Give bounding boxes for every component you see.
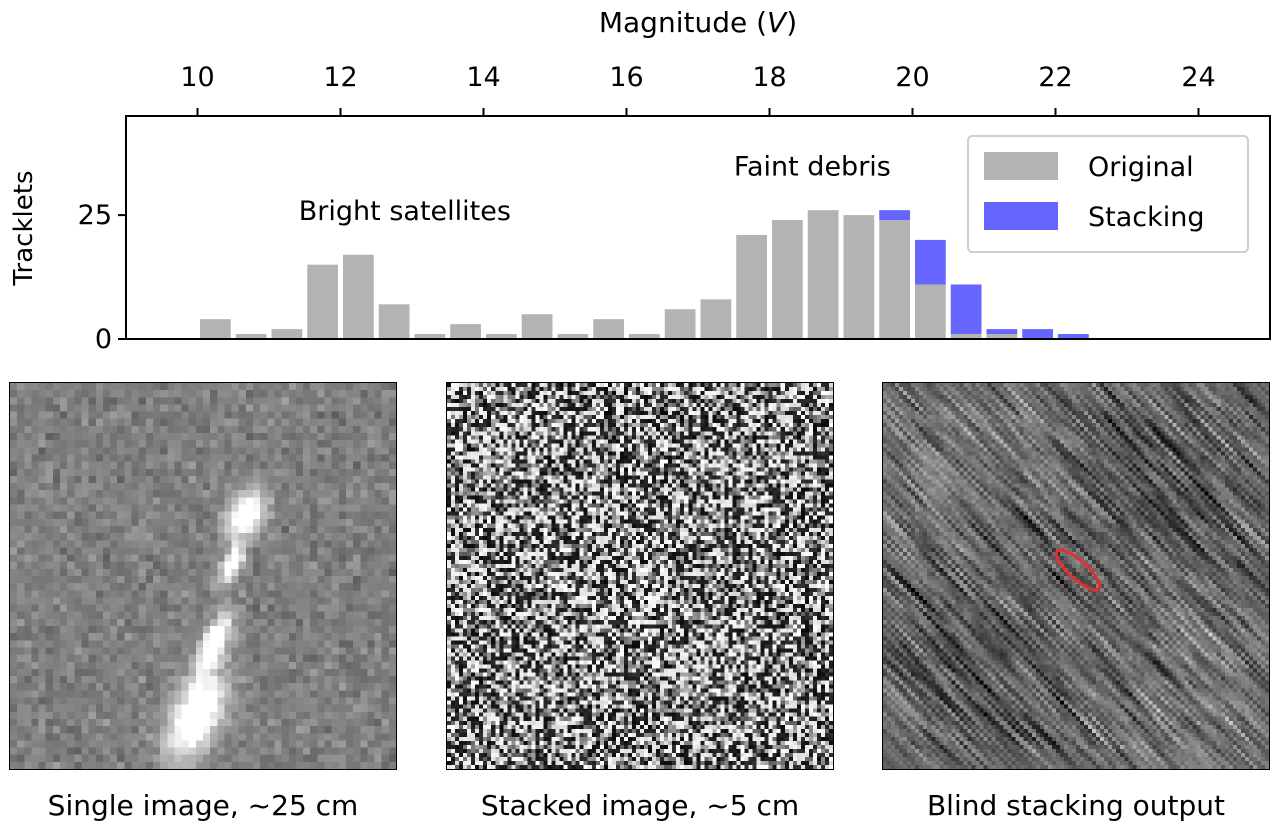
annotation-label: Faint debris <box>734 151 891 182</box>
bar-original <box>986 334 1018 339</box>
bar-original <box>593 319 624 339</box>
bar-original <box>307 264 338 339</box>
bar-original <box>700 299 732 339</box>
blind-stacking-caption: Blind stacking output <box>926 789 1226 822</box>
plot-frame <box>125 115 1271 340</box>
annotation-label: Bright satellites <box>299 196 511 227</box>
legend-label: Stacking <box>1088 202 1205 233</box>
legend-swatch <box>984 152 1058 180</box>
bars-original <box>200 210 1018 339</box>
bar-original <box>235 334 267 339</box>
bar-stacking <box>950 284 982 335</box>
chart-annotations: Bright satellites Faint debris <box>299 151 891 227</box>
bar-original <box>486 334 517 339</box>
x-tick-label: 22 <box>1038 62 1072 93</box>
legend-label: Original <box>1088 152 1194 183</box>
bar-original <box>343 254 374 339</box>
bar-stacking <box>1058 334 1089 339</box>
y-tick-label: 0 <box>95 324 112 355</box>
bar-original <box>378 304 410 339</box>
x-tick-label: 18 <box>752 62 786 93</box>
stacked-image-panel <box>446 382 834 770</box>
bar-original <box>521 314 553 339</box>
bar-original <box>557 334 589 339</box>
x-tick-label: 14 <box>466 62 500 93</box>
x-axis-label: Magnitude (V) <box>599 6 797 39</box>
chart-legend: Original Stacking <box>967 135 1249 253</box>
single-image-caption: Single image, ~25 cm <box>47 789 359 822</box>
magnitude-histogram: 10 12 14 16 18 20 22 24 0 25 Magnitude (V) Track… <box>9 6 1271 355</box>
bar-original <box>629 334 660 339</box>
bar-original <box>879 220 910 339</box>
blind-stacking-panel <box>882 382 1270 770</box>
y-tick-label: 25 <box>78 200 112 231</box>
bar-original <box>200 319 231 339</box>
bar-stacking <box>915 239 946 285</box>
single-image-panel <box>9 382 397 770</box>
bar-original <box>807 210 839 339</box>
x-axis-ticks: 10 12 14 16 18 20 22 24 <box>180 62 1216 116</box>
bar-original <box>736 234 767 339</box>
y-axis-ticks: 0 25 <box>78 200 126 355</box>
stacked-image-caption: Stacked image, ~5 cm <box>480 789 800 822</box>
bar-original <box>414 334 446 339</box>
bar-stacking <box>1022 329 1053 339</box>
bar-original <box>664 309 696 339</box>
y-axis-label: Tracklets <box>9 171 39 287</box>
x-tick-label: 24 <box>1181 62 1215 93</box>
x-tick-label: 10 <box>180 62 214 93</box>
bar-original <box>772 220 803 339</box>
bar-original <box>450 324 481 339</box>
bar-original <box>950 334 982 339</box>
bar-stacking <box>986 329 1018 335</box>
x-tick-label: 20 <box>895 62 929 93</box>
bar-stacking <box>879 210 910 221</box>
bar-original <box>915 284 946 339</box>
x-tick-label: 16 <box>609 62 643 93</box>
bars-stacking <box>879 210 1089 339</box>
x-tick-label: 12 <box>323 62 357 93</box>
legend-swatch <box>984 202 1058 230</box>
bar-original <box>271 329 303 339</box>
bar-original <box>843 215 875 339</box>
